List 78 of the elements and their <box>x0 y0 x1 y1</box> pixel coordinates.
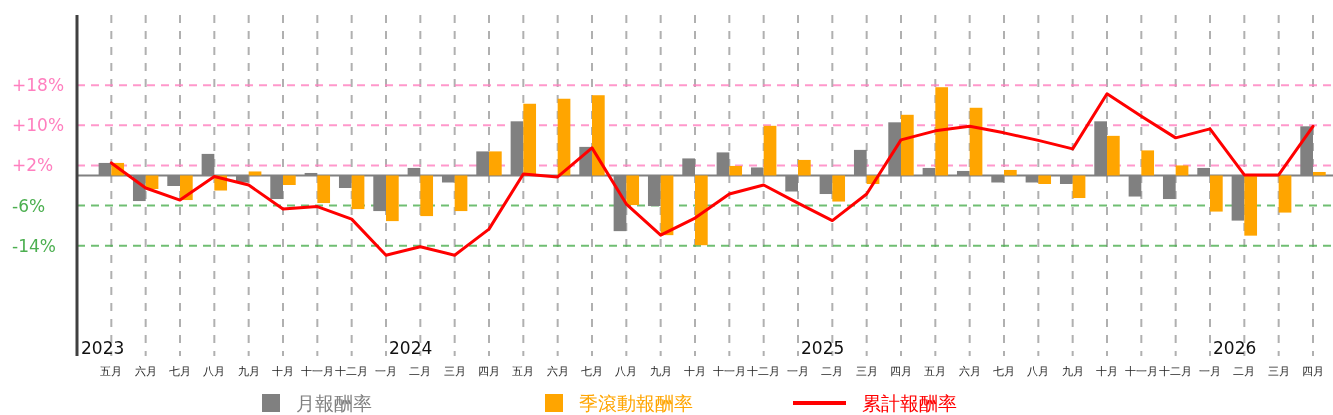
bar <box>523 103 537 176</box>
x-tick-label: 一月 <box>1199 365 1221 377</box>
bar <box>1175 165 1189 176</box>
bar <box>317 175 331 204</box>
x-tick-label: 九月 <box>1061 365 1084 377</box>
x-tick-label: 二月 <box>1233 365 1256 377</box>
bar <box>1278 175 1292 213</box>
annotation: 2025 <box>801 338 845 358</box>
annotation: 2026 <box>1213 338 1257 358</box>
legend-label: 季滾動報酬率 <box>579 392 693 414</box>
x-tick-label: 十一月 <box>712 365 746 377</box>
x-tick-label: 十月 <box>272 365 294 377</box>
x-tick-label: 十月 <box>1096 365 1118 377</box>
bar <box>798 159 811 176</box>
bar <box>626 175 640 206</box>
bar <box>1004 169 1017 176</box>
x-tick-label: 八月 <box>615 365 638 377</box>
x-tick-label: 四月 <box>890 365 912 377</box>
x-tick-label: 五月 <box>924 365 947 377</box>
bar <box>763 125 777 176</box>
x-tick-label: 三月 <box>1267 365 1290 377</box>
x-tick-label: 一月 <box>375 365 397 377</box>
x-tick-label: 三月 <box>443 365 466 377</box>
x-tick-label: 十二月 <box>1159 365 1193 377</box>
bar <box>351 175 365 210</box>
bar <box>248 171 262 176</box>
x-tick-label: 四月 <box>478 365 500 377</box>
y-tick-label: +2% <box>12 155 54 176</box>
bar <box>832 175 846 202</box>
x-tick-label: 二月 <box>821 365 844 377</box>
bar <box>935 87 949 176</box>
y-tick-label: -14% <box>12 235 56 256</box>
x-tick-label: 十一月 <box>300 365 334 377</box>
legend-label: 月報酬率 <box>296 392 372 414</box>
bar <box>695 175 708 246</box>
bar <box>145 175 159 190</box>
x-tick-label: 八月 <box>203 365 226 377</box>
bar <box>729 165 743 176</box>
x-tick-label: 九月 <box>649 365 672 377</box>
bar <box>1038 175 1052 184</box>
x-tick-label: 三月 <box>855 365 878 377</box>
y-tick-label: +10% <box>12 115 65 136</box>
x-tick-label: 十月 <box>684 365 706 377</box>
y-tick-label: -6% <box>12 195 46 216</box>
x-tick-label: 十二月 <box>335 365 369 377</box>
x-tick-label: 五月 <box>512 365 535 377</box>
legend-label: 累計報酬率 <box>862 392 957 414</box>
x-tick-label: 六月 <box>546 365 569 377</box>
bar <box>660 175 674 236</box>
bar <box>1141 150 1155 176</box>
x-tick-label: 一月 <box>787 365 809 377</box>
x-tick-label: 六月 <box>134 365 157 377</box>
x-tick-label: 二月 <box>409 365 432 377</box>
bar <box>592 95 605 176</box>
annotation: 2024 <box>389 338 433 358</box>
x-tick-label: 十一月 <box>1124 365 1158 377</box>
annotation: 2023 <box>81 338 125 358</box>
y-tick-label: +18% <box>12 75 65 96</box>
x-tick-label: 八月 <box>1027 365 1050 377</box>
bar <box>901 114 914 176</box>
x-tick-label: 九月 <box>237 365 260 377</box>
bar <box>1072 175 1086 199</box>
bar <box>283 175 296 185</box>
bar <box>454 175 468 212</box>
bar <box>1210 175 1223 212</box>
x-tick-label: 五月 <box>100 365 123 377</box>
bar <box>489 151 502 176</box>
bar <box>386 175 399 222</box>
bar <box>420 175 434 217</box>
x-tick-label: 六月 <box>958 365 981 377</box>
x-tick-label: 七月 <box>993 365 1015 377</box>
x-tick-label: 十二月 <box>747 365 781 377</box>
bar <box>1107 135 1120 176</box>
bar <box>557 98 571 176</box>
bar <box>1244 175 1258 236</box>
x-tick-label: 七月 <box>581 365 603 377</box>
x-tick-label: 七月 <box>169 365 191 377</box>
x-tick-label: 四月 <box>1302 365 1324 377</box>
